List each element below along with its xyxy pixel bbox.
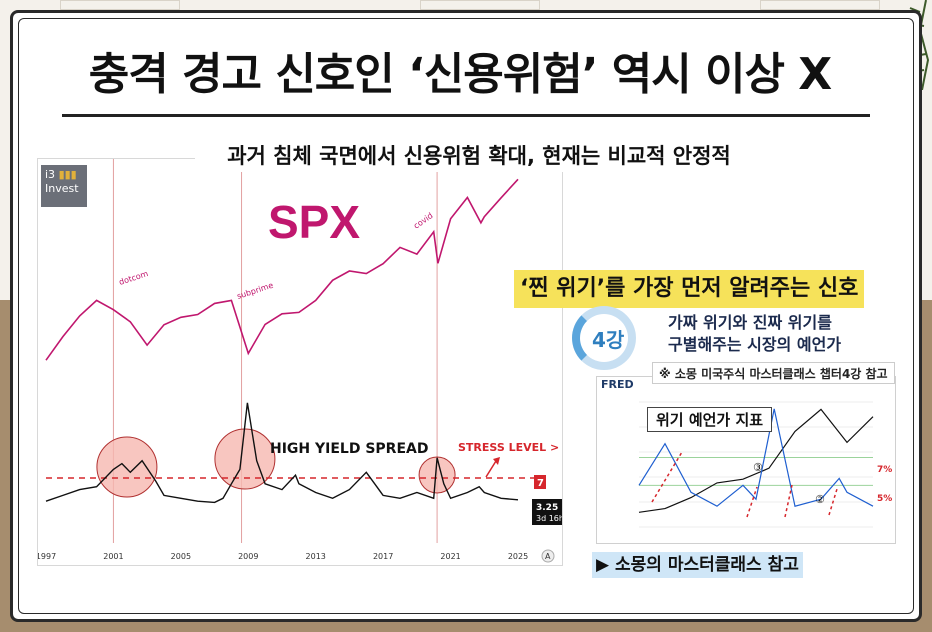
lecture-line-1: 가짜 위기와 진짜 위기를 bbox=[668, 313, 832, 332]
current-stress-marker bbox=[534, 475, 546, 489]
x-tick-label: 2021 bbox=[440, 552, 460, 561]
logo-subtext: Invest bbox=[45, 182, 79, 195]
x-tick-label: 2009 bbox=[238, 552, 258, 561]
signal-highlight-title: ‘찐 위기’를 가장 먼저 알려주는 신호 bbox=[514, 270, 865, 308]
wall-brick bbox=[60, 0, 180, 10]
fred-chart-panel: 7% 5% ② ③ FRED 위기 예언가 지표 bbox=[596, 376, 896, 544]
fred-series-black bbox=[638, 408, 874, 513]
stress-arrow-head bbox=[493, 457, 500, 465]
hy-spread-series-line bbox=[45, 402, 519, 504]
stress-arrow bbox=[485, 460, 497, 478]
fred-7pct-label: 7% bbox=[877, 465, 892, 475]
crisis-circle bbox=[418, 456, 456, 494]
lecture-number: 4강 bbox=[592, 328, 625, 352]
auto-scale-label: A bbox=[545, 552, 551, 561]
current-value-box bbox=[532, 499, 562, 525]
fred-logo: FRED bbox=[601, 378, 634, 391]
current-stress-value: 7 bbox=[537, 478, 544, 489]
i3-invest-logo: i3 ▮▮▮ Invest bbox=[41, 165, 87, 207]
spx-series-line bbox=[45, 178, 519, 361]
wall-brick bbox=[760, 0, 880, 10]
spx-label: SPX bbox=[268, 196, 361, 248]
x-tick-label: 2017 bbox=[373, 552, 393, 561]
x-tick-label: 2013 bbox=[306, 552, 326, 561]
fred-chart-title: 위기 예언가 지표 bbox=[647, 407, 773, 432]
x-tick-label: 1997 bbox=[38, 552, 56, 561]
ring-icon bbox=[572, 306, 636, 370]
x-tick-label: 2005 bbox=[171, 552, 191, 561]
bar-logo-icon: ▮▮▮ bbox=[58, 168, 77, 181]
fred-marker-2: ② bbox=[815, 493, 825, 506]
current-value-time: 3d 16h bbox=[536, 514, 563, 523]
fred-warning-arrow bbox=[828, 488, 838, 516]
crisis-circle bbox=[96, 436, 158, 498]
hy-spread-label: HIGH YIELD SPREAD bbox=[270, 441, 428, 457]
lecture-badge: 4강 bbox=[572, 306, 652, 370]
spx-chart-panel: dotcom subprime covid HIGH YIELD SPREAD STRE… bbox=[37, 158, 563, 566]
logo-text: i3 bbox=[45, 168, 56, 181]
title-underline bbox=[62, 114, 870, 117]
fred-marker-3: ③ bbox=[753, 461, 763, 474]
page-title: 충격 경고 신호인 ‘신용위험’ 역시 이상 X bbox=[88, 49, 832, 100]
fred-series-blue bbox=[638, 408, 874, 507]
crisis-circle bbox=[214, 428, 276, 490]
wall-brick bbox=[420, 0, 540, 10]
page-subtitle: 과거 침체 국면에서 신용위험 확대, 현재는 비교적 안정적 bbox=[195, 140, 763, 172]
x-tick-label: 2001 bbox=[103, 552, 123, 561]
auto-scale-icon bbox=[541, 549, 555, 563]
fred-chart: 7% 5% ② ③ bbox=[638, 401, 892, 528]
reference-note: ※ 소몽 미국주식 마스터클래스 챕터4강 참고 bbox=[652, 362, 895, 384]
fred-warning-arrow bbox=[746, 486, 758, 518]
footnote: ▶ 소몽의 마스터클래스 참고 bbox=[592, 552, 803, 578]
fred-5pct-label: 5% bbox=[877, 494, 892, 504]
stress-level-label: STRESS LEVEL > 7 bbox=[458, 441, 563, 454]
x-tick-label: 2025 bbox=[508, 552, 528, 561]
lecture-description: 가짜 위기와 진짜 위기를 구별해주는 시장의 예언가 bbox=[668, 312, 888, 356]
fred-warning-arrow bbox=[651, 451, 683, 503]
annotation-covid: covid bbox=[412, 211, 435, 231]
current-value: 3.25 bbox=[536, 503, 558, 513]
annotation-dotcom: dotcom bbox=[118, 269, 150, 287]
lecture-line-2: 구별해주는 시장의 예언가 bbox=[668, 335, 842, 354]
